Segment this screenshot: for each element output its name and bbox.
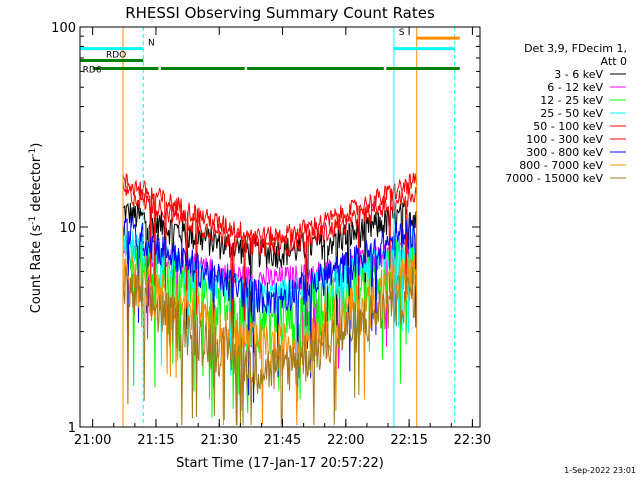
legend-entry-5: 100 - 300 keV bbox=[526, 133, 603, 146]
series-line-4 bbox=[122, 172, 418, 321]
series-line-7 bbox=[122, 254, 418, 426]
y-axis-label-sup2: -1 bbox=[28, 148, 38, 157]
flag-label-2: RD6 bbox=[83, 66, 102, 76]
x-axis-label: Start Time (17-Jan-17 20:57:22) bbox=[176, 456, 384, 471]
series-line-6 bbox=[122, 215, 418, 403]
plot-frame bbox=[79, 26, 481, 428]
x-tick-label-2: 21:30 bbox=[201, 433, 238, 448]
timestamp: 1-Sep-2022 23:01 bbox=[564, 466, 636, 475]
legend-entry-8: 7000 - 15000 keV bbox=[505, 172, 603, 185]
x-axis: 21:00 21:15 21:30 21:45 22:00 22:15 22:30 bbox=[74, 27, 491, 448]
y-axis-label-main: Count Rate (s bbox=[29, 225, 44, 314]
flag-label-0: N bbox=[148, 39, 155, 49]
y-tick-label-2: 100 bbox=[51, 21, 76, 36]
x-tick-label-5: 22:15 bbox=[390, 433, 427, 448]
legend-header-1: Att 0 bbox=[601, 55, 627, 68]
legend-entry-4: 50 - 100 keV bbox=[533, 120, 603, 133]
legend-header-0: Det 3,9, FDecim 1, bbox=[524, 42, 627, 55]
series-line-8 bbox=[122, 266, 418, 426]
legend-entry-0: 3 - 6 keV bbox=[554, 68, 603, 81]
x-tick-label-4: 22:00 bbox=[327, 433, 364, 448]
x-tick-label-0: 21:00 bbox=[74, 433, 111, 448]
flag-label-1: RDO bbox=[106, 50, 126, 60]
flag-label-3: S bbox=[399, 28, 405, 38]
y-axis-label-end: ) bbox=[29, 143, 44, 148]
legend-entry-1: 6 - 12 keV bbox=[547, 81, 603, 94]
y-tick-label-0: 1 bbox=[68, 421, 76, 436]
legend-entry-7: 800 - 7000 keV bbox=[519, 159, 603, 172]
plot-area: N RDO RD6 S bbox=[79, 26, 481, 428]
legend-entry-3: 25 - 50 keV bbox=[540, 107, 603, 120]
y-axis-label-mid: detector bbox=[29, 156, 44, 216]
y-tick-label-1: 10 bbox=[59, 221, 76, 236]
y-axis: 1 10 100 bbox=[51, 21, 480, 436]
x-tick-label-1: 21:15 bbox=[137, 433, 174, 448]
legend-entry-6: 300 - 800 keV bbox=[526, 146, 603, 159]
legend-entry-2: 12 - 25 keV bbox=[540, 94, 603, 107]
x-tick-label-3: 21:45 bbox=[264, 433, 301, 448]
y-axis-label: Count Rate (s-1 detector-1) bbox=[28, 143, 44, 314]
chart-title: RHESSI Observing Summary Count Rates bbox=[125, 4, 435, 22]
x-tick-label-6: 22:30 bbox=[454, 433, 491, 448]
y-axis-label-sup: -1 bbox=[28, 216, 38, 225]
series-line-5 bbox=[122, 182, 418, 339]
